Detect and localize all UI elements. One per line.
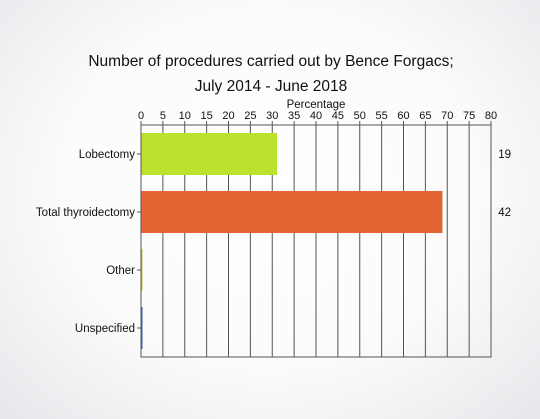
category-label-total-thyroidectomy: Total thyroidectomy [36, 207, 135, 219]
bars [141, 133, 443, 349]
count-label-total-thyroidectomy: 42 [498, 207, 511, 219]
category-label-unspecified: Unspecified [75, 323, 135, 335]
tick-label-25: 25 [244, 110, 256, 122]
tick-label-15: 15 [201, 110, 213, 122]
tick-label-20: 20 [222, 110, 234, 122]
x-axis-title: Percentage [287, 99, 346, 111]
chart-title-line-1: Number of procedures carried out by Benc… [88, 53, 453, 70]
bar-lobectomy [141, 133, 278, 175]
tick-label-80: 80 [485, 110, 497, 122]
tick-label-10: 10 [179, 110, 191, 122]
tick-label-30: 30 [266, 110, 278, 122]
bar-unspecified [141, 307, 143, 349]
category-labels: Lobectomy Total thyroidectomy Other Unspeci… [36, 149, 141, 335]
plot-area-frame [140, 124, 492, 358]
tick-label-50: 50 [354, 110, 366, 122]
chart-title-line-2: July 2014 - June 2018 [195, 78, 348, 95]
tick-label-0: 0 [138, 110, 144, 122]
tick-label-75: 75 [463, 110, 475, 122]
tick-label-70: 70 [441, 110, 453, 122]
bar-other [141, 249, 143, 291]
tick-label-55: 55 [376, 110, 388, 122]
tick-label-65: 65 [419, 110, 431, 122]
x-axis-ticks: 0 5 10 15 20 25 30 35 40 45 50 55 60 65 70 75 80 [138, 110, 497, 125]
tick-label-45: 45 [332, 110, 344, 122]
tick-label-35: 35 [288, 110, 300, 122]
tick-label-60: 60 [397, 110, 409, 122]
bar-total-thyroidectomy [141, 191, 443, 233]
category-label-other: Other [106, 265, 135, 277]
count-label-lobectomy: 19 [498, 149, 511, 161]
tick-label-5: 5 [160, 110, 166, 122]
tick-label-40: 40 [310, 110, 322, 122]
grid-lines [162, 125, 470, 357]
category-label-lobectomy: Lobectomy [79, 149, 136, 161]
